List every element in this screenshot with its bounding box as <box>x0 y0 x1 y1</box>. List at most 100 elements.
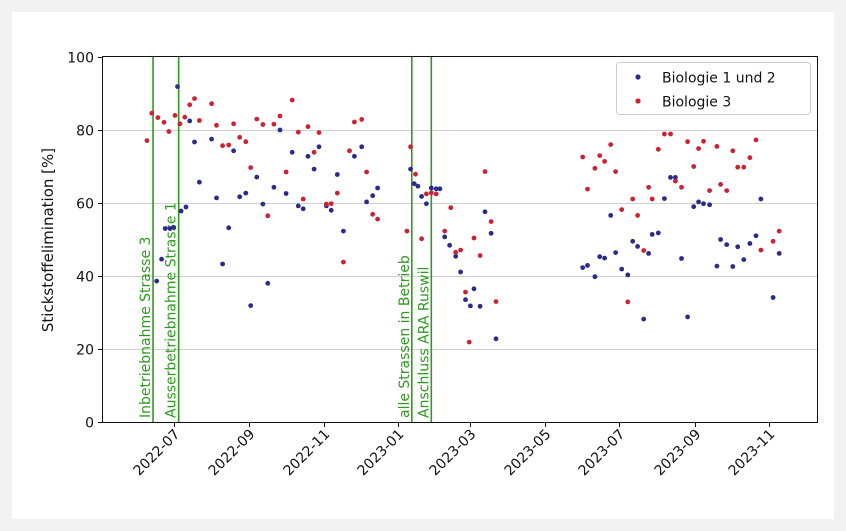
data-point <box>237 194 243 200</box>
data-point <box>311 166 317 172</box>
y-tick-label: 80 <box>76 124 94 140</box>
legend-marker-biologie-1-und-2 <box>635 74 641 80</box>
data-point <box>248 165 254 171</box>
data-point <box>226 225 232 231</box>
data-point <box>679 184 684 190</box>
data-point <box>265 213 271 219</box>
data-point <box>289 97 295 103</box>
data-point <box>625 299 631 305</box>
data-point <box>701 201 706 207</box>
data-point <box>192 96 197 101</box>
data-point <box>453 249 459 255</box>
data-point <box>220 261 226 267</box>
data-point <box>177 121 183 127</box>
data-point <box>668 131 673 137</box>
data-point <box>597 254 603 260</box>
data-point <box>463 297 468 303</box>
event-label: Inbetriebnahme Strasse 3 <box>138 237 154 418</box>
series-biologie-3 <box>144 96 782 345</box>
data-point <box>447 242 452 248</box>
data-point <box>209 136 215 142</box>
data-point <box>300 206 306 212</box>
data-point <box>580 265 586 270</box>
x-tick-label: 2022-09 <box>206 427 259 480</box>
data-point <box>411 181 417 187</box>
data-point <box>741 257 747 262</box>
data-point <box>679 256 684 261</box>
data-point <box>758 196 764 202</box>
data-point <box>770 295 776 300</box>
data-point <box>466 339 472 345</box>
data-point <box>655 230 661 236</box>
legend-label-biologie-3: Biologie 3 <box>662 95 731 111</box>
data-point <box>352 153 357 159</box>
data-point <box>231 121 237 127</box>
data-point <box>580 154 586 160</box>
data-point <box>187 118 193 124</box>
data-point <box>458 269 463 275</box>
data-point <box>404 228 410 234</box>
data-point <box>696 146 701 152</box>
data-point <box>415 183 421 189</box>
data-point <box>334 190 340 196</box>
y-axis-label: Stickstoffelimination [%] <box>39 148 57 332</box>
data-point <box>182 114 188 120</box>
data-point <box>359 117 365 122</box>
data-point <box>155 115 161 120</box>
data-point <box>592 274 598 280</box>
y-tick-label: 100 <box>67 51 94 67</box>
data-point <box>635 244 640 249</box>
data-point <box>685 314 690 320</box>
data-point <box>649 232 655 237</box>
data-point <box>641 248 647 253</box>
x-tick-label: 2023-05 <box>502 427 555 480</box>
data-point <box>243 139 249 145</box>
data-point <box>662 131 667 137</box>
data-point <box>724 242 730 248</box>
data-point <box>352 119 357 125</box>
data-point <box>747 155 753 161</box>
data-point <box>328 207 334 213</box>
data-point <box>735 164 741 170</box>
data-point <box>231 148 237 154</box>
data-point <box>419 194 424 199</box>
data-point <box>305 153 311 159</box>
data-point <box>724 188 730 194</box>
data-point <box>493 299 499 304</box>
data-point <box>328 201 334 207</box>
data-point <box>154 278 160 284</box>
data-point <box>758 247 764 253</box>
data-point <box>341 228 346 234</box>
data-point <box>171 225 177 230</box>
event-label: alle Strassen in Betrieb <box>397 255 413 418</box>
data-point <box>243 190 249 196</box>
data-point <box>718 182 723 187</box>
data-point <box>625 272 631 278</box>
data-point <box>341 259 346 265</box>
data-point <box>753 137 759 143</box>
data-point <box>471 286 477 292</box>
data-point <box>776 228 782 234</box>
data-point <box>707 188 712 194</box>
data-point <box>364 199 369 205</box>
data-point <box>370 211 376 217</box>
data-point <box>437 186 443 192</box>
data-point <box>585 186 590 192</box>
data-point <box>277 113 283 119</box>
event-label: Ausserbetriebnahme Strasse 1 <box>164 202 180 418</box>
data-point <box>419 236 424 242</box>
data-point <box>265 280 271 286</box>
x-tick-label: 2023-03 <box>427 427 480 480</box>
data-point <box>408 166 413 172</box>
data-point <box>477 253 483 258</box>
data-point <box>428 185 434 191</box>
data-point <box>260 201 266 207</box>
data-point <box>613 169 618 175</box>
data-point <box>630 196 636 202</box>
data-point <box>630 238 636 244</box>
data-point <box>277 127 283 133</box>
data-point <box>602 159 607 164</box>
data-point <box>602 255 607 261</box>
data-point <box>442 228 448 234</box>
data-point <box>220 143 226 149</box>
